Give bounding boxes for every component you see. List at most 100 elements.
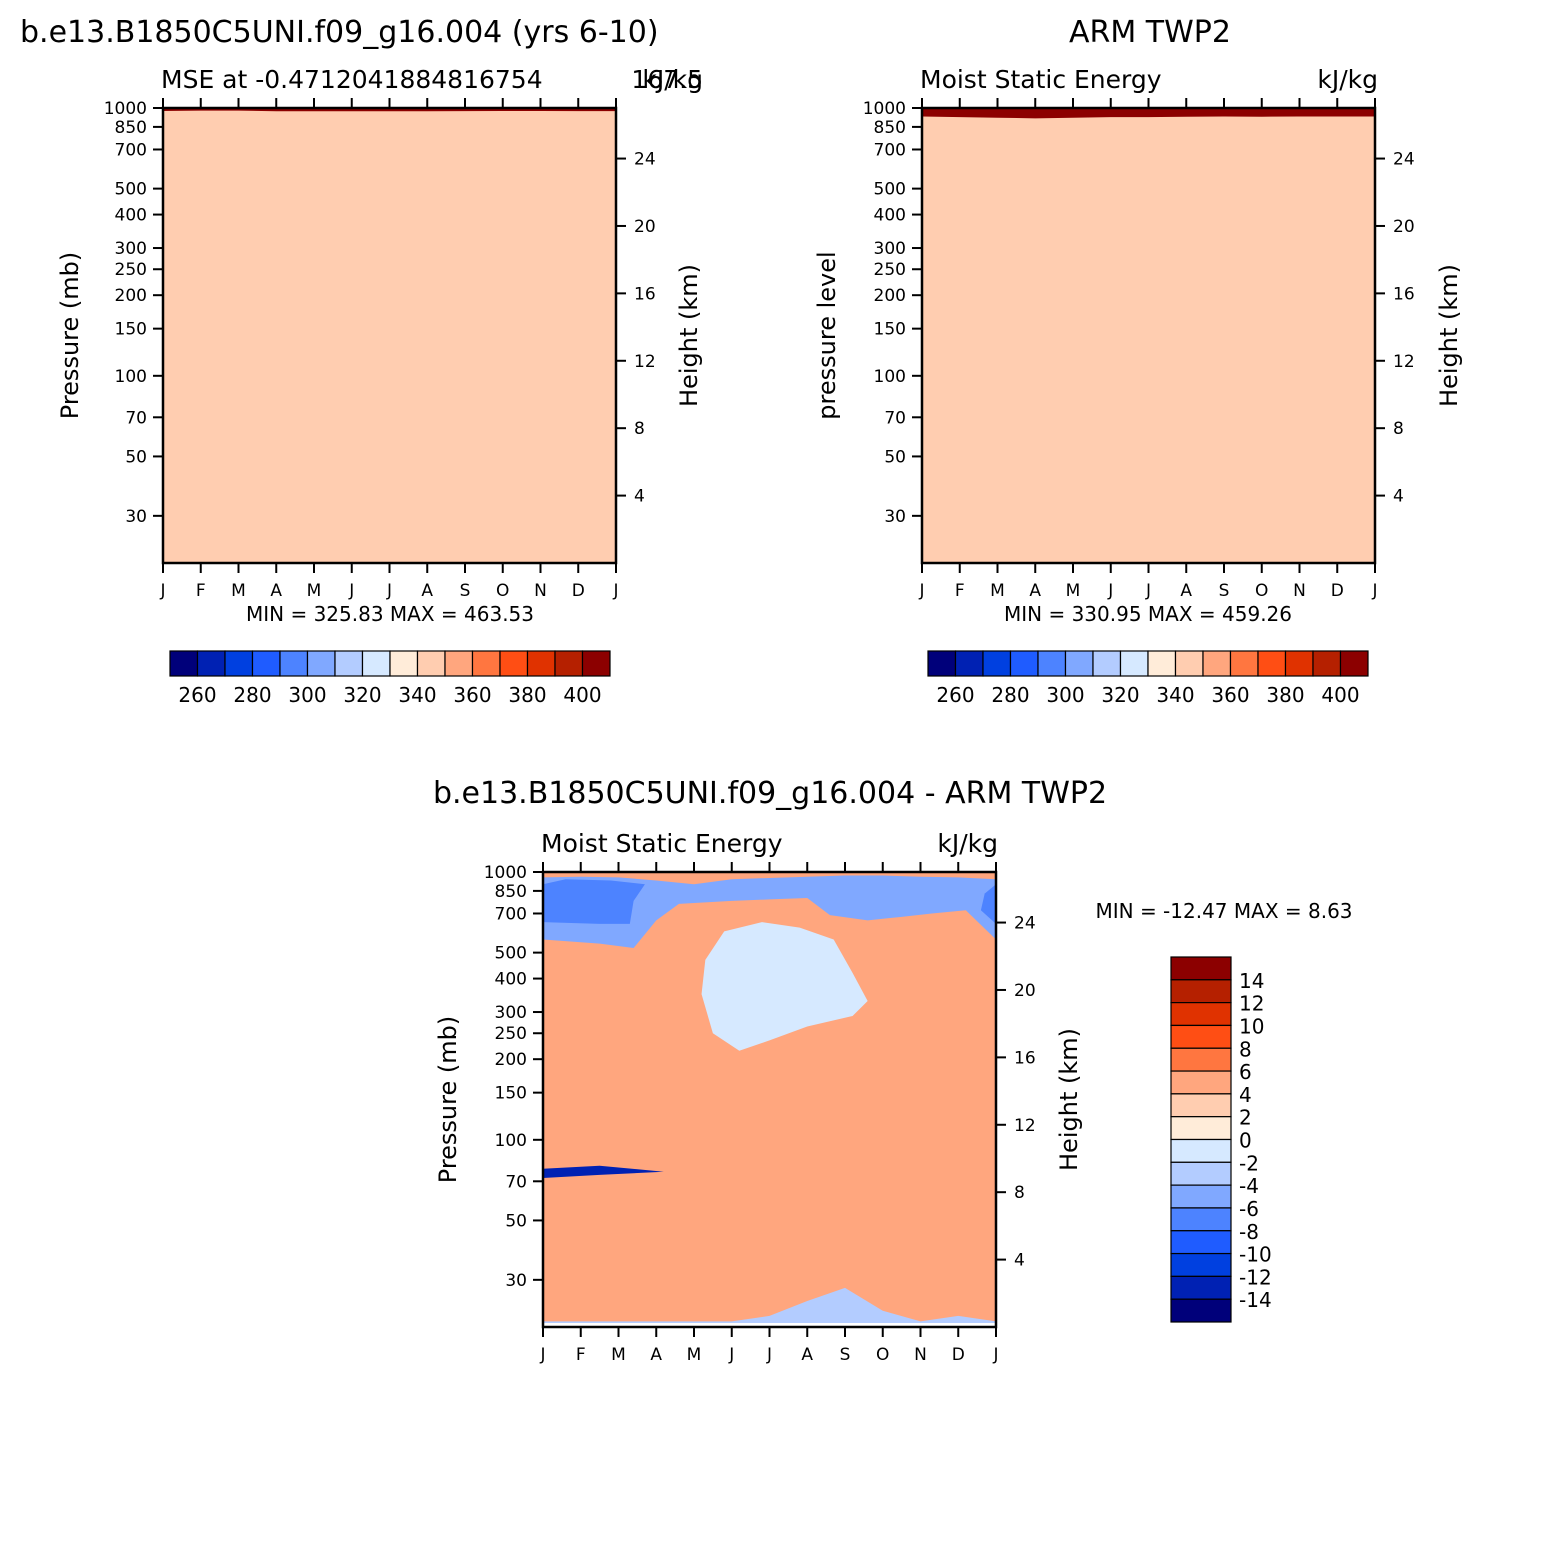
colorbar-swatch bbox=[982, 650, 1012, 677]
colorbar-swatch bbox=[416, 650, 446, 677]
y2-axis-label: Height (km) bbox=[1055, 1028, 1083, 1171]
subtitle-units: kJ/kg bbox=[642, 65, 703, 94]
x-tick-label: J bbox=[386, 581, 392, 601]
colorbar-swatch bbox=[954, 650, 984, 677]
colorbar-swatch bbox=[361, 650, 391, 677]
colorbar-swatch bbox=[1009, 650, 1039, 677]
contour-blob-neg2 bbox=[701, 922, 868, 1051]
min-max-label: MIN = -12.47 MAX = 8.63 bbox=[1095, 899, 1352, 923]
y-tick-label: 850 bbox=[874, 118, 906, 138]
colorbar-swatch bbox=[1170, 1024, 1232, 1049]
title-obs: ARM TWP2 bbox=[1069, 15, 1231, 50]
y2-tick-label: 4 bbox=[634, 487, 645, 507]
x-tick-label: N bbox=[1293, 581, 1306, 601]
obs-panel: J F M A M J J A S O N D J305070100150200250300400500… bbox=[813, 65, 1463, 707]
y-axis-label: pressure level bbox=[813, 251, 841, 419]
x-tick-label: F bbox=[955, 581, 965, 601]
y2-tick-label: 24 bbox=[634, 150, 656, 170]
colorbar-swatch bbox=[196, 650, 226, 677]
y-tick-label: 400 bbox=[495, 970, 527, 990]
colorbar-label: 400 bbox=[563, 683, 601, 707]
y-tick-label: 100 bbox=[874, 367, 906, 387]
y-tick-label: 70 bbox=[884, 408, 906, 428]
x-tick-label: O bbox=[1255, 581, 1268, 601]
y-tick-label: 500 bbox=[495, 944, 527, 964]
y2-tick-label: 16 bbox=[1393, 284, 1415, 304]
colorbar-swatch bbox=[1174, 650, 1204, 677]
colorbar-label: -10 bbox=[1239, 1243, 1272, 1267]
contour-band-neg12 bbox=[543, 1165, 664, 1179]
colorbar-label: 260 bbox=[936, 683, 974, 707]
x-tick-label: N bbox=[534, 581, 547, 601]
y-tick-label: 30 bbox=[505, 1271, 527, 1291]
y-tick-label: 70 bbox=[505, 1172, 527, 1192]
x-tick-label: J bbox=[992, 1345, 998, 1365]
contour-band-6 bbox=[543, 872, 996, 1322]
colorbar-swatch bbox=[1170, 956, 1232, 981]
plot-area bbox=[922, 108, 1375, 563]
y2-axis-label: Height (km) bbox=[675, 264, 703, 407]
x-tick-label: M bbox=[231, 581, 246, 601]
y-tick-label: 300 bbox=[115, 239, 147, 259]
x-tick-label: O bbox=[496, 581, 509, 601]
y2-tick-label: 16 bbox=[1014, 1048, 1036, 1068]
y-tick-label: 70 bbox=[125, 408, 147, 428]
colorbar-swatch bbox=[1064, 650, 1094, 677]
colorbar-swatch bbox=[389, 650, 419, 677]
subtitle-units: kJ/kg bbox=[937, 829, 998, 858]
colorbar-swatch bbox=[1170, 1070, 1232, 1095]
colorbar-label: 380 bbox=[508, 683, 546, 707]
y-tick-label: 250 bbox=[495, 1024, 527, 1044]
y-tick-label: 700 bbox=[115, 140, 147, 160]
colorbar-swatch bbox=[1202, 650, 1232, 677]
colorbar-swatch bbox=[1170, 1161, 1232, 1186]
y2-tick-label: 4 bbox=[1014, 1251, 1025, 1271]
colorbar-label: 10 bbox=[1239, 1014, 1264, 1038]
y-tick-label: 250 bbox=[874, 260, 906, 280]
colorbar-label: 260 bbox=[178, 683, 216, 707]
x-tick-label: M bbox=[990, 581, 1005, 601]
colorbar-swatch bbox=[251, 650, 281, 677]
x-tick-label: D bbox=[952, 1345, 965, 1365]
y-tick-label: 500 bbox=[115, 180, 147, 200]
y-tick-label: 30 bbox=[884, 507, 906, 527]
title-model: b.e13.B1850C5UNI.f09_g16.004 (yrs 6-10) bbox=[20, 15, 659, 50]
plot-area bbox=[543, 872, 996, 1327]
colorbar-swatch bbox=[1284, 650, 1314, 677]
x-tick-label: N bbox=[914, 1345, 927, 1365]
colorbar-label: -6 bbox=[1239, 1197, 1259, 1221]
y2-tick-label: 4 bbox=[1393, 487, 1404, 507]
colorbar-label: -14 bbox=[1239, 1288, 1272, 1312]
y-tick-label: 700 bbox=[495, 904, 527, 924]
y-tick-label: 850 bbox=[495, 882, 527, 902]
colorbar-swatch bbox=[1170, 1138, 1232, 1163]
colorbar-label: -4 bbox=[1239, 1174, 1259, 1198]
y2-tick-label: 20 bbox=[1014, 981, 1036, 1001]
colorbar-label: -12 bbox=[1239, 1265, 1272, 1289]
y-tick-label: 150 bbox=[115, 320, 147, 340]
y-tick-label: 30 bbox=[125, 507, 147, 527]
colorbar-label: 360 bbox=[453, 683, 491, 707]
colorbar-swatch bbox=[1170, 1047, 1232, 1072]
colorbar-label: 14 bbox=[1239, 969, 1264, 993]
colorbar-label: 300 bbox=[1046, 683, 1084, 707]
colorbar-label: -2 bbox=[1239, 1151, 1259, 1175]
y-tick-label: 500 bbox=[874, 180, 906, 200]
y-tick-label: 150 bbox=[874, 320, 906, 340]
colorbar-swatch bbox=[1170, 1298, 1232, 1323]
x-tick-label: J bbox=[1107, 581, 1113, 601]
y2-tick-label: 16 bbox=[634, 284, 656, 304]
colorbar-swatch bbox=[224, 650, 254, 677]
plot-area bbox=[163, 108, 616, 563]
x-tick-label: J bbox=[918, 581, 924, 601]
x-tick-label: M bbox=[687, 1345, 702, 1365]
colorbar-label: -8 bbox=[1239, 1220, 1259, 1244]
x-tick-label: J bbox=[348, 581, 354, 601]
colorbar-label: 320 bbox=[1101, 683, 1139, 707]
colorbar-swatch bbox=[1170, 1116, 1232, 1141]
x-tick-label: S bbox=[1219, 581, 1230, 601]
min-max-label: MIN = 330.95 MAX = 459.26 bbox=[1004, 602, 1292, 626]
colorbar-swatch bbox=[1170, 1002, 1232, 1027]
colorbar-label: 4 bbox=[1239, 1083, 1252, 1107]
